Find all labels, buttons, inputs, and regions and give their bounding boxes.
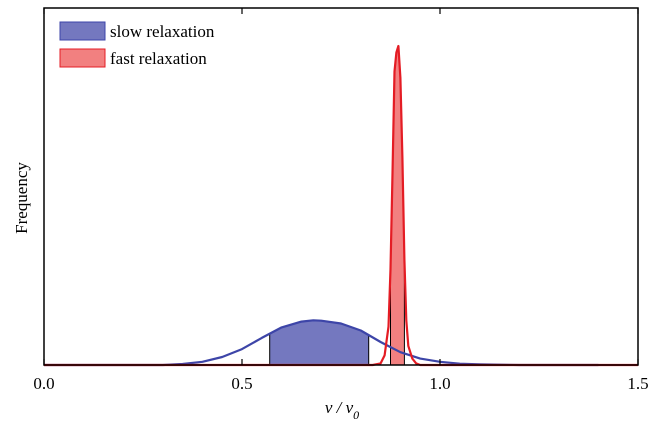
axis-ticks: 0.0 0.5 1.0 1.5	[33, 8, 649, 393]
legend-label-slow: slow relaxation	[110, 22, 215, 41]
plot-area	[44, 44, 638, 367]
plot-frame	[43, 7, 639, 366]
x-tick-label: 1.5	[627, 374, 648, 393]
series-line-0	[44, 319, 599, 367]
legend-label-fast: fast relaxation	[110, 49, 207, 68]
legend-swatch-slow	[59, 21, 106, 41]
x-tick-label: 0.5	[231, 374, 252, 393]
legend-swatch-fast	[59, 48, 106, 68]
x-tick-label: 1.0	[429, 374, 450, 393]
y-axis-label: Frequency	[12, 162, 31, 234]
series-line-1	[44, 44, 638, 367]
x-tick-label: 0.0	[33, 374, 54, 393]
legend: slow relaxation fast relaxation	[59, 21, 215, 68]
x-axis-label-sub: 0	[353, 408, 359, 422]
x-axis-label: v / v0	[325, 398, 359, 422]
x-axis-label-main: v / v	[325, 398, 354, 417]
